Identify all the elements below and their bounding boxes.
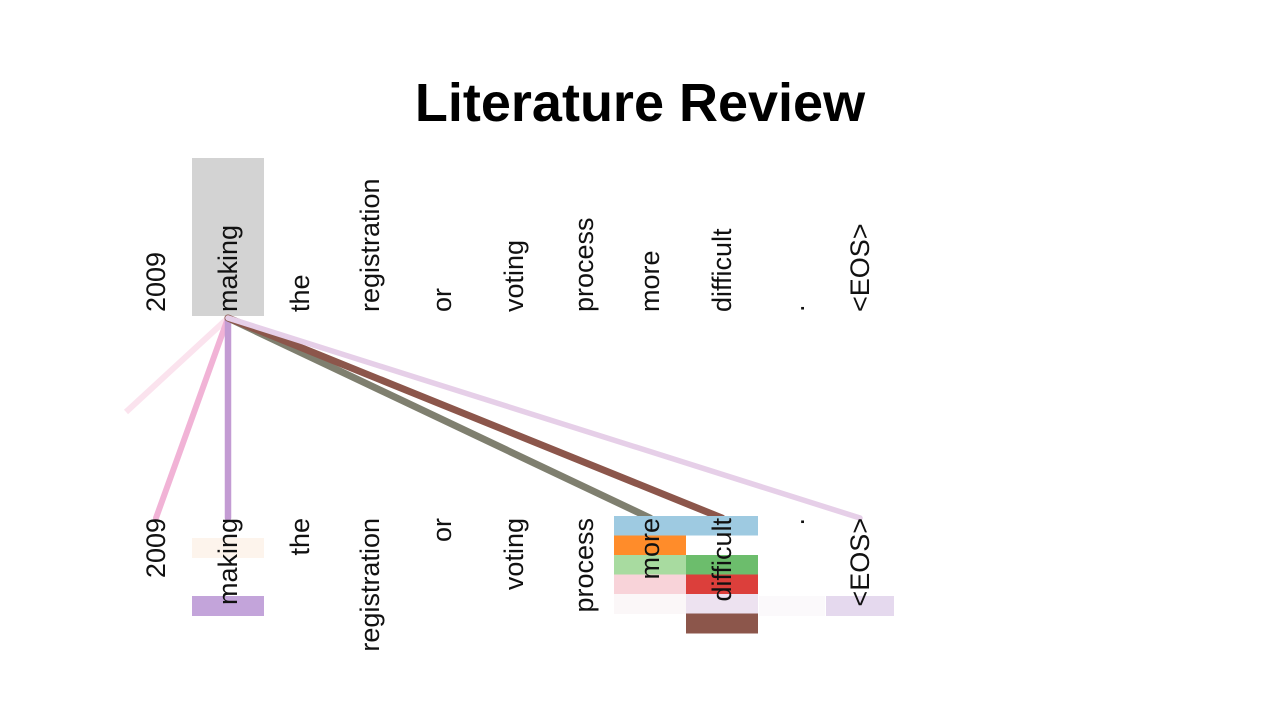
- source-token-1: making: [213, 225, 243, 312]
- target-token-10: <EOS>: [845, 518, 875, 607]
- attention-link-faint: [123, 315, 231, 415]
- difficult-cell-3: [686, 574, 758, 595]
- difficult-cell-1: [686, 535, 758, 556]
- making-cell-0: [192, 538, 264, 558]
- source-token-0: 2009: [141, 252, 171, 312]
- dot-cell-0: [759, 596, 825, 616]
- difficult-cell-0: [686, 516, 758, 536]
- target-token-7: more: [635, 518, 665, 580]
- more-cell-2: [614, 555, 686, 575]
- difficult-cell-2: [686, 555, 758, 575]
- source-token-4: or: [427, 288, 457, 312]
- making-cell-1: [192, 596, 264, 616]
- source-token-3: registration: [355, 178, 385, 312]
- attention-link-2: [224, 314, 654, 522]
- target-token-1: making: [213, 518, 243, 605]
- more-cell-1: [614, 535, 686, 556]
- slide-title: Literature Review: [414, 73, 866, 133]
- source-token-9: .: [780, 304, 810, 312]
- more-cell-3: [614, 574, 686, 595]
- source-highlight: [192, 158, 264, 316]
- eos-cell-0: [826, 596, 894, 616]
- target-token-5: voting: [499, 518, 529, 590]
- difficult-cell-4: [686, 594, 758, 614]
- target-token-6: process: [569, 518, 599, 613]
- source-token-2: the: [285, 274, 315, 312]
- target-token-2: the: [285, 518, 315, 556]
- source-token-8: difficult: [707, 228, 737, 312]
- source-token-5: voting: [499, 240, 529, 312]
- target-token-3: registration: [355, 518, 385, 652]
- target-token-9: .: [780, 518, 810, 526]
- more-cell-4: [614, 594, 686, 614]
- attention-link-0: [153, 315, 231, 521]
- target-token-0: 2009: [141, 518, 171, 578]
- target-token-4: or: [427, 518, 457, 542]
- more-cell-0: [614, 516, 686, 536]
- attention-link-3: [224, 314, 726, 522]
- source-token-7: more: [635, 250, 665, 312]
- target-token-8: difficult: [707, 518, 737, 602]
- attention-link-4: [225, 315, 863, 521]
- difficult-cell-5: [686, 613, 758, 634]
- source-token-6: process: [569, 217, 599, 312]
- source-token-10: <EOS>: [845, 223, 875, 312]
